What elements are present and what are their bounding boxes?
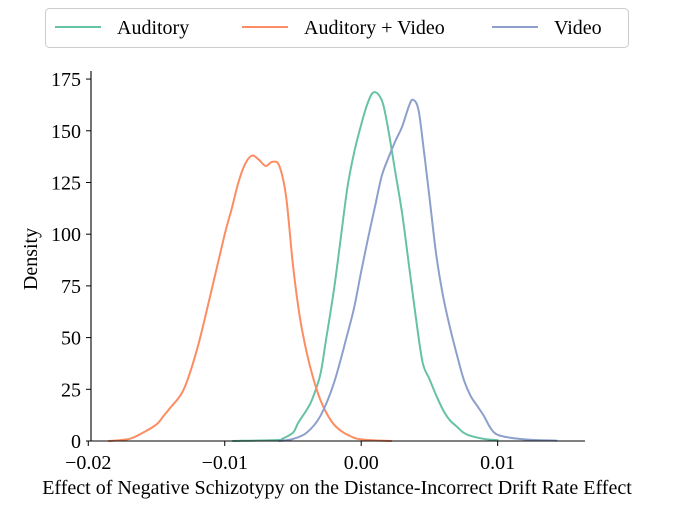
y-axis-label: Density [20,228,42,290]
legend-label-auditory-video: Auditory + Video [304,17,445,39]
legend-label-auditory: Auditory [117,17,189,39]
y-tick-label: 125 [51,172,81,194]
series-line-auditory [231,91,499,442]
series-line-video [278,98,558,442]
legend: Auditory Auditory + Video Video [45,8,629,48]
series-line-auditory-video [107,154,393,442]
x-axis-label: Effect of Negative Schizotypy on the Dis… [42,477,632,499]
x-tick-label: 0.00 [344,452,379,474]
y-tick-label: 150 [51,121,81,143]
plot-lines [107,91,558,442]
x-tick-label: 0.01 [480,452,515,474]
legend-box [45,8,629,48]
y-tick-label: 50 [61,328,81,350]
x-tick-label: −0.02 [65,452,111,474]
x-tick-label: −0.01 [202,452,248,474]
axes: −0.02 −0.01 0.00 0.01 0 25 50 75 100 125 150 175 [51,69,585,474]
y-tick-label: 25 [61,379,81,401]
y-tick-label: 175 [51,69,81,91]
y-tick-label: 75 [61,276,81,298]
legend-label-video: Video [554,17,602,39]
y-tick-label: 100 [51,224,81,246]
y-tick-label: 0 [71,431,81,453]
